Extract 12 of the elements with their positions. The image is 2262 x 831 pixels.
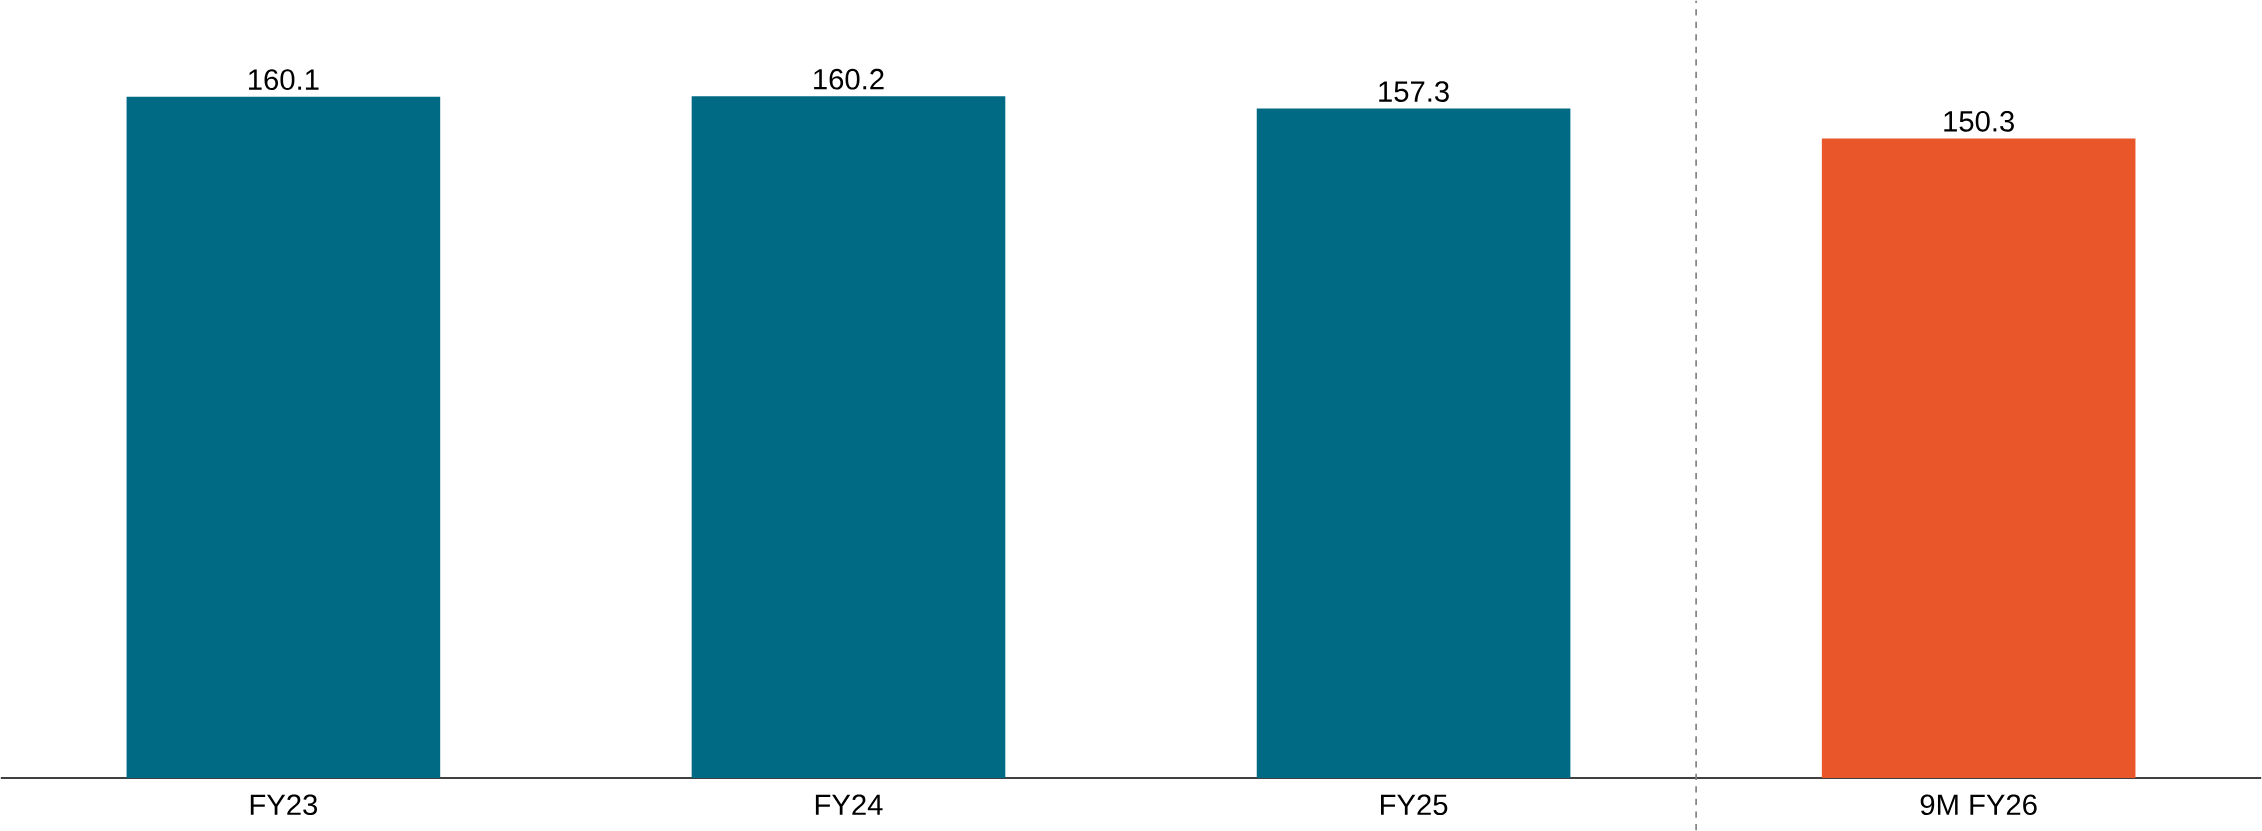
data-label: 157.3	[1379, 81, 1449, 102]
data-label: 160.1	[249, 69, 319, 90]
data-label: 160.2	[814, 68, 884, 90]
bar	[691, 96, 1006, 778]
data-label: 150.3	[1944, 110, 2014, 132]
bar	[1821, 138, 2136, 778]
x-tick-label: FY23	[250, 794, 318, 816]
x-tick-label: FY25	[1381, 794, 1448, 816]
x-tick-label: FY24	[815, 794, 883, 815]
bar	[1256, 108, 1571, 778]
bar	[126, 96, 441, 778]
x-tick-label: 9M FY26	[1920, 794, 2037, 816]
